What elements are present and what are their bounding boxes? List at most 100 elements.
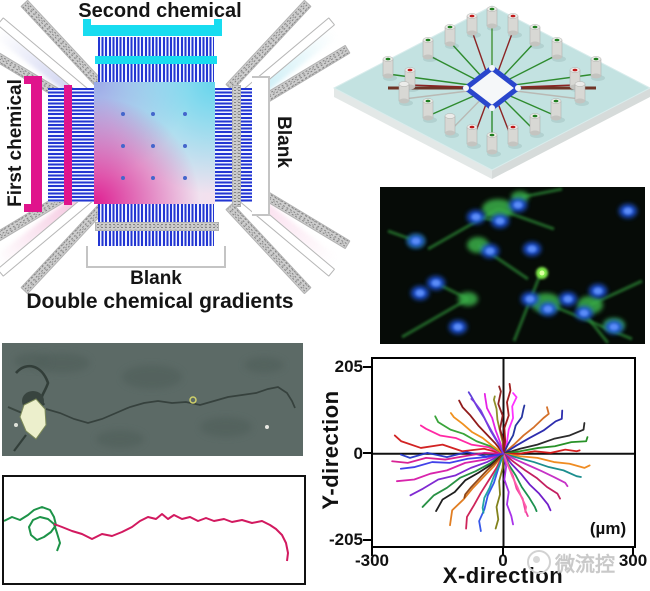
port-cylinder-top [444,113,456,119]
trajectory-path [504,454,551,511]
unit-label: (µm) [589,519,627,538]
chamber-post-dot [151,112,155,116]
y-tick-label-205: 205 [334,357,363,376]
trajectory-path [451,413,504,454]
magenta-cross-channel [64,85,72,205]
chamber-post-dot [183,112,187,116]
trajectory-path [498,386,503,453]
port-cap-dot [447,25,453,29]
trajectory-path [395,435,504,453]
nucleus-core [525,295,535,303]
port-cap-dot [469,125,475,129]
port-cap-dot [510,125,516,129]
port-cylinder-base [467,141,477,147]
trajectory-path [504,450,580,454]
chamber-post-dot [121,112,125,116]
trajectory-path [450,454,504,525]
trajectory-path [459,401,503,454]
port-cylinder-base [575,98,585,104]
port-cylinder-base [591,73,601,79]
nucleus-core [593,287,603,295]
nucleus-core [485,247,495,255]
chamber-post-dot [183,176,187,180]
y-tick-label-neg205: -205 [328,530,363,549]
port-cap-dot [425,38,431,42]
neurite-trace-plot [2,475,306,585]
chamber-post-dot [151,176,155,180]
neurite-trace-paths [3,506,289,562]
port-cylinder-base [423,115,433,121]
soma-dark-arm [13,434,27,452]
port-cap-dot [407,68,413,72]
trace-green-path [3,506,61,552]
nucleus-core [431,279,441,287]
phase-texture [200,417,252,437]
trajectory-path [464,454,503,498]
nucleus-core [411,237,421,245]
x-tick-label-0: 0 [498,551,508,570]
nucleus-core [471,213,481,221]
port-cylinder-base [487,149,497,155]
trajectory-path [504,411,563,454]
trajectory-path [504,454,568,486]
trajectory-path [421,425,504,453]
x-tick-mark [502,548,505,556]
cyan-cross-channel [95,56,217,64]
nucleus-core [415,289,425,297]
port-cylinder-base [487,23,497,29]
injection-bar-end [24,204,32,212]
injection-bar-end [83,19,91,27]
blank-bracket-bottom [86,246,226,268]
chamber-post-dot [121,144,125,148]
nucleus-core [579,309,589,317]
trajectory-path [401,454,504,469]
trajectory-plot-area [373,359,634,546]
trajectory-path [504,454,581,477]
phase-contrast-image [2,343,303,456]
schematic-left-label: First chemical [5,79,26,207]
chip-slab-side [492,88,650,179]
bright-green-core [539,270,545,276]
blank-bracket-right [252,76,270,216]
chip-3d-panel [330,0,650,185]
trajectory-path [504,454,590,468]
soma-bright-body [19,398,47,440]
port-cylinder-base [399,98,409,104]
chip-chamber-gap [515,85,521,91]
port-cap-dot [469,14,475,18]
schematic-bottom-label: Blank [130,268,182,289]
port-cylinder-base [551,115,561,121]
chip-slab-side [334,88,492,179]
gradient-chamber [94,82,215,204]
trajectory-path [504,454,527,512]
x-tick-label-300: 300 [618,551,648,570]
fluorescence-image [380,187,645,344]
nucleus-core [453,323,463,331]
watermark-text: 微流控 [555,553,615,576]
soma-dark-arm [7,406,23,414]
phase-contrast-neuron [2,343,303,456]
watermark: 微流控 [527,547,650,577]
port-cylinder-base [508,141,518,147]
chamber-post-dot [151,144,155,148]
trajectory-path [504,384,511,454]
neurite-green [401,297,469,339]
trajectory-path [504,393,517,454]
nucleus-core [527,245,537,253]
trajectory-path [483,454,504,513]
port-cylinder-base [445,130,455,136]
trajectory-plot [371,357,636,548]
chip-chamber-gap [489,65,495,71]
trajectory-path [496,454,504,529]
port-cap-dot [489,133,495,137]
port-cylinder-base [530,41,540,47]
bright-speck [189,396,197,404]
port-cap-dot [510,14,516,18]
x-tick-mark [371,548,374,556]
trajectory-path [392,453,503,463]
port-cylinder-base [508,30,518,36]
nucleus-core [609,323,619,331]
port-cylinder-base [445,41,455,47]
chamber-post-dot [121,176,125,180]
